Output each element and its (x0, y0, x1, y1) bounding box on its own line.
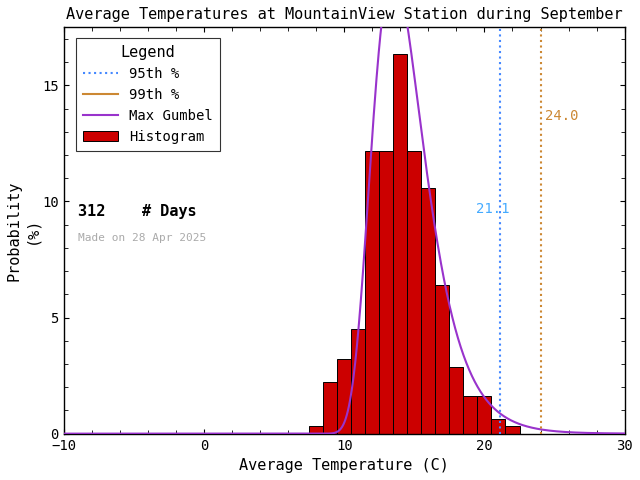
Bar (337, 359, 351, 433)
Bar (351, 329, 365, 433)
Bar (435, 285, 449, 433)
Text: Made on 28 Apr 2025: Made on 28 Apr 2025 (77, 233, 206, 242)
Bar (323, 382, 337, 433)
Bar (394, 54, 407, 433)
Text: 24.0: 24.0 (545, 109, 579, 123)
Legend: 95th %, 99th %, Max Gumbel, Histogram: 95th %, 99th %, Max Gumbel, Histogram (76, 38, 220, 151)
Bar (477, 396, 492, 433)
Bar (309, 426, 323, 433)
Bar (365, 151, 380, 433)
Bar (449, 367, 463, 433)
Text: 312    # Days: 312 # Days (77, 204, 196, 219)
Title: Average Temperatures at MountainView Station during September: Average Temperatures at MountainView Sta… (66, 7, 623, 22)
Bar (421, 188, 435, 433)
Bar (506, 426, 520, 433)
Y-axis label: Probability
(%): Probability (%) (7, 180, 39, 281)
Bar (407, 151, 421, 433)
Bar (380, 151, 394, 433)
Bar (492, 419, 506, 433)
X-axis label: Average Temperature (C): Average Temperature (C) (239, 458, 449, 473)
Bar (463, 396, 477, 433)
Text: 21.1: 21.1 (476, 202, 509, 216)
